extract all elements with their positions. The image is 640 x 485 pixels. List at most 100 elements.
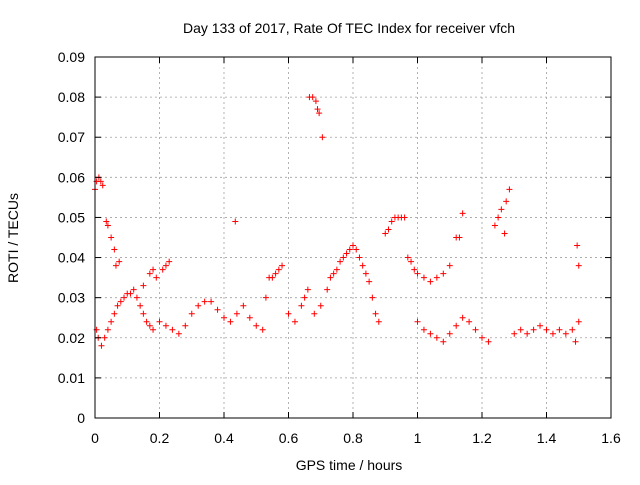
y-tick-label: 0.03 — [58, 290, 85, 306]
data-point — [140, 310, 147, 317]
data-point — [427, 278, 434, 285]
data-point — [104, 326, 111, 333]
data-point — [427, 330, 434, 337]
data-point — [517, 326, 524, 333]
data-point — [253, 322, 260, 329]
data-point — [309, 94, 316, 101]
data-point — [575, 318, 582, 325]
data-point — [227, 318, 234, 325]
data-point — [375, 318, 382, 325]
y-tick-label: 0.06 — [58, 169, 85, 185]
data-point — [108, 318, 115, 325]
data-point — [272, 270, 279, 277]
data-point — [127, 290, 134, 297]
data-point — [188, 310, 195, 317]
data-point — [411, 266, 418, 273]
y-tick-label: 0.09 — [58, 49, 85, 65]
data-point — [440, 338, 447, 345]
y-tick-label: 0 — [77, 410, 85, 426]
data-point — [279, 262, 286, 269]
data-point — [150, 266, 157, 273]
data-point — [314, 106, 321, 113]
data-point — [575, 262, 582, 269]
data-point — [232, 218, 239, 225]
data-point — [298, 302, 305, 309]
data-point — [98, 342, 105, 349]
data-point — [153, 274, 160, 281]
data-point — [408, 258, 415, 265]
data-point — [175, 330, 182, 337]
data-point — [562, 330, 569, 337]
data-point — [121, 294, 128, 301]
data-point — [319, 134, 326, 141]
data-point — [301, 294, 308, 301]
data-point — [221, 314, 227, 321]
data-point — [116, 258, 123, 265]
data-point — [369, 294, 376, 301]
data-point — [401, 214, 408, 221]
data-point — [382, 230, 389, 237]
data-point — [337, 258, 344, 265]
data-point — [101, 334, 108, 341]
data-point — [159, 266, 166, 273]
x-tick-label: 0.6 — [279, 430, 299, 446]
data-point — [195, 302, 202, 309]
data-point — [466, 318, 473, 325]
data-point — [259, 326, 266, 333]
data-point — [524, 330, 531, 337]
data-point — [549, 330, 556, 337]
data-point — [459, 210, 466, 217]
data-point — [491, 222, 498, 229]
data-point — [214, 306, 221, 313]
data-point — [574, 242, 581, 249]
data-point — [572, 338, 579, 345]
data-point — [140, 282, 147, 289]
data-point — [97, 178, 104, 185]
y-axis-label: ROTI / TECUs — [5, 193, 21, 283]
data-point — [372, 310, 379, 317]
data-point — [385, 226, 392, 233]
data-point — [414, 318, 421, 325]
data-point — [246, 314, 253, 321]
data-point — [317, 302, 324, 309]
data-point — [433, 274, 440, 281]
data-point — [498, 206, 505, 213]
data-point — [350, 242, 356, 249]
data-point — [262, 294, 269, 301]
data-point — [446, 262, 453, 269]
data-point — [182, 322, 189, 329]
data-point — [356, 254, 363, 261]
data-point — [137, 302, 144, 309]
data-point — [340, 254, 347, 261]
x-tick-label: 0 — [91, 430, 99, 446]
data-point — [104, 222, 111, 229]
x-tick-label: 1.4 — [537, 430, 557, 446]
chart-title: Day 133 of 2017, Rate Of TEC Index for r… — [183, 20, 515, 36]
data-point — [114, 302, 121, 309]
data-point — [333, 266, 340, 273]
data-point — [485, 338, 492, 345]
data-point — [146, 322, 153, 329]
data-point — [324, 286, 331, 293]
data-point — [346, 246, 353, 253]
data-point — [208, 298, 215, 305]
data-point — [366, 278, 373, 285]
data-point — [537, 322, 544, 329]
data-point — [503, 198, 510, 205]
data-point — [353, 246, 360, 253]
data-point — [569, 326, 576, 333]
data-point — [150, 326, 157, 333]
data-point — [479, 334, 485, 341]
data-point — [330, 270, 337, 277]
data-point — [530, 326, 537, 333]
y-tick-label: 0.02 — [58, 330, 85, 346]
y-tick-label: 0.01 — [58, 370, 85, 386]
data-point — [327, 274, 334, 281]
data-point — [130, 286, 137, 293]
y-tick-label: 0.07 — [58, 129, 85, 145]
data-point — [108, 234, 115, 241]
data-point — [143, 318, 150, 325]
data-point — [388, 218, 395, 225]
data-point — [362, 270, 369, 277]
